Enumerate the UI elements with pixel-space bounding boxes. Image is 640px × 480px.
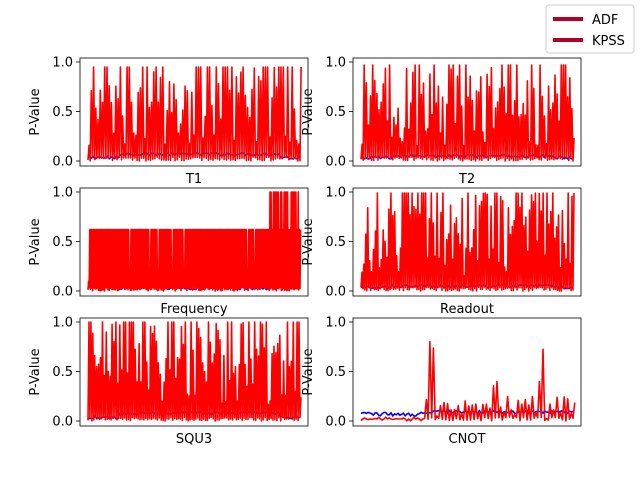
legend: ADF KPSS [545,4,635,54]
y-tick-label: 0.5 [325,365,346,380]
axes-frame [352,187,582,297]
y-axis-label: P-Value [301,348,316,395]
axes-frame [79,317,309,427]
y-tick-label: 1.0 [52,316,73,331]
legend-label-kpss: KPSS [592,34,625,49]
y-axis-label: P-Value [301,88,316,135]
axes-frame [352,57,582,167]
y-axis-label: P-Value [28,88,43,135]
y-tick-label: 1.0 [52,186,73,201]
axes-frame [79,57,309,167]
y-tick-label: 1.0 [325,186,346,201]
subplot-t2: 0.0 0.5 1.0 P-Value T2 [301,56,582,187]
legend-label-adf: ADF [592,13,618,28]
y-axis-label: P-Value [301,218,316,265]
y-tick-label: 0.5 [52,105,73,120]
series-kpss-t2 [360,64,575,162]
subplot-cnot: 0.0 0.5 1.0 P-Value CNOT [301,316,582,447]
y-tick-label: 1.0 [325,316,346,331]
y-tick-label: 0.0 [52,415,73,430]
y-tick-label: 0.0 [52,285,73,300]
series-kpss-readout [360,192,575,292]
subplot-t1: 0.0 0.5 1.0 P-Value T1 [28,56,309,187]
subplot-frequency: 0.0 0.5 1.0 P-Value Frequency [28,186,309,317]
y-tick-label: 0.5 [52,235,73,250]
x-axis-label: T2 [458,172,475,187]
y-tick-label: 0.5 [52,365,73,380]
y-tick-label: 1.0 [325,56,346,71]
series-kpss-squ3 [87,321,302,422]
y-axis-label: P-Value [28,218,43,265]
y-tick-label: 0.0 [325,155,346,170]
subplot-squ3: 0.0 0.5 1.0 P-Value SQU3 [28,316,309,447]
subplots: 0.00.51.0P-ValueT10.00.51.0P-ValueT20.00… [28,56,582,447]
series-kpss-cnot [360,340,576,422]
x-axis-label: CNOT [449,432,486,447]
y-tick-label: 0.0 [325,415,346,430]
axes-frame [79,187,309,297]
axes-frame [352,317,582,427]
x-axis-label: Readout [440,302,494,317]
y-tick-label: 1.0 [52,56,73,71]
y-tick-label: 0.0 [52,155,73,170]
y-tick-label: 0.0 [325,285,346,300]
x-axis-label: Frequency [160,302,227,317]
y-tick-label: 0.5 [325,105,346,120]
y-tick-label: 0.5 [325,235,346,250]
x-axis-label: SQU3 [176,432,212,447]
series-kpss-t1 [87,66,302,162]
subplot-readout: 0.0 0.5 1.0 P-Value Readout [301,186,582,317]
y-axis-label: P-Value [28,348,43,395]
series-kpss-frequency [87,191,302,292]
x-axis-label: T1 [185,172,202,187]
